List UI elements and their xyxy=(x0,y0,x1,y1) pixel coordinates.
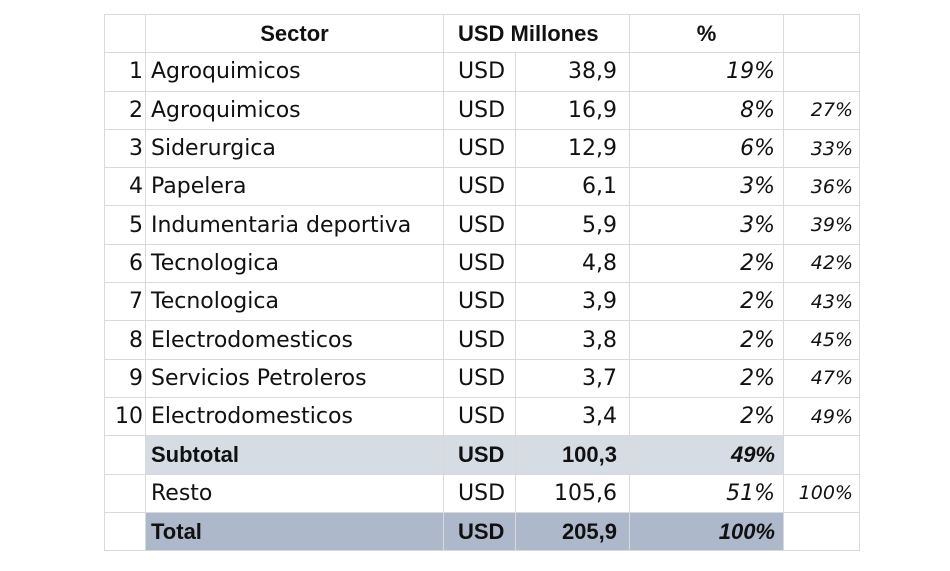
header-pct: % xyxy=(629,13,784,54)
resto-pct: 51% xyxy=(629,473,784,513)
percentage: 2% xyxy=(629,358,784,398)
subtotal-currency: USD xyxy=(443,435,516,475)
table-row: 5 Indumentaria deportiva USD 5,9 3% 39% xyxy=(104,205,860,245)
table-row: 9 Servicios Petroleros USD 3,7 2% 47% xyxy=(104,358,860,398)
currency: USD xyxy=(443,167,516,207)
percentage: 19% xyxy=(629,52,784,92)
sector-table: Sector USD Millones % 1 Agroquimicos USD 38… xyxy=(104,13,860,552)
resto-currency: USD xyxy=(443,473,516,513)
usd-value: 3,4 xyxy=(515,396,630,437)
table-row: 4 Papelera USD 6,1 3% 36% xyxy=(104,167,860,207)
sector-name: Electrodomesticos xyxy=(145,320,444,360)
usd-value: 38,9 xyxy=(515,52,630,92)
cumulative-percentage: 47% xyxy=(783,358,860,398)
header-cum-cell xyxy=(783,13,860,54)
resto-num-cell xyxy=(104,473,146,513)
row-number: 5 xyxy=(104,205,146,245)
row-number: 4 xyxy=(104,167,146,207)
row-number: 8 xyxy=(104,320,146,360)
sector-name: Agroquimicos xyxy=(145,52,444,92)
total-label: Total xyxy=(145,511,444,552)
cumulative-percentage: 45% xyxy=(783,320,860,360)
currency: USD xyxy=(443,243,516,284)
sector-name: Tecnologica xyxy=(145,243,444,284)
row-number: 6 xyxy=(104,243,146,284)
usd-value: 3,7 xyxy=(515,358,630,398)
table-row: 7 Tecnologica USD 3,9 2% 43% xyxy=(104,282,860,322)
total-row: Total USD 205,9 100% xyxy=(104,511,860,552)
percentage: 8% xyxy=(629,90,784,130)
usd-value: 5,9 xyxy=(515,205,630,245)
usd-value: 6,1 xyxy=(515,167,630,207)
currency: USD xyxy=(443,358,516,398)
row-number: 1 xyxy=(104,52,146,92)
table-row: 1 Agroquimicos USD 38,9 19% xyxy=(104,52,860,92)
currency: USD xyxy=(443,52,516,92)
percentage: 2% xyxy=(629,320,784,360)
header-usd-millones: USD Millones xyxy=(443,13,630,54)
subtotal-cum-cell xyxy=(783,435,860,475)
total-pct: 100% xyxy=(629,511,784,552)
percentage: 6% xyxy=(629,128,784,169)
percentage: 2% xyxy=(629,396,784,437)
total-value: 205,9 xyxy=(515,511,630,552)
cumulative-percentage: 27% xyxy=(783,90,860,130)
row-number: 7 xyxy=(104,282,146,322)
total-cum-cell xyxy=(783,511,860,552)
subtotal-value: 100,3 xyxy=(515,435,630,475)
usd-value: 16,9 xyxy=(515,90,630,130)
row-number: 2 xyxy=(104,90,146,130)
currency: USD xyxy=(443,205,516,245)
sector-name: Indumentaria deportiva xyxy=(145,205,444,245)
sector-name: Servicios Petroleros xyxy=(145,358,444,398)
percentage: 2% xyxy=(629,243,784,284)
cumulative-percentage: 43% xyxy=(783,282,860,322)
usd-value: 12,9 xyxy=(515,128,630,169)
cumulative-percentage: 36% xyxy=(783,167,860,207)
sector-name: Siderurgica xyxy=(145,128,444,169)
subtotal-row: Subtotal USD 100,3 49% xyxy=(104,435,860,475)
currency: USD xyxy=(443,90,516,130)
header-num-cell xyxy=(104,13,146,54)
table-row: 3 Siderurgica USD 12,9 6% 33% xyxy=(104,128,860,169)
cumulative-percentage xyxy=(783,52,860,92)
total-num-cell xyxy=(104,511,146,552)
currency: USD xyxy=(443,320,516,360)
row-number: 3 xyxy=(104,128,146,169)
cumulative-percentage: 42% xyxy=(783,243,860,284)
sector-name: Electrodomesticos xyxy=(145,396,444,437)
currency: USD xyxy=(443,128,516,169)
usd-value: 4,8 xyxy=(515,243,630,284)
percentage: 3% xyxy=(629,205,784,245)
usd-value: 3,9 xyxy=(515,282,630,322)
currency: USD xyxy=(443,396,516,437)
currency: USD xyxy=(443,282,516,322)
resto-value: 105,6 xyxy=(515,473,630,513)
sector-name: Agroquimicos xyxy=(145,90,444,130)
resto-label: Resto xyxy=(145,473,444,513)
percentage: 3% xyxy=(629,167,784,207)
resto-cum: 100% xyxy=(783,473,860,513)
header-sector: Sector xyxy=(145,13,444,54)
sector-name: Papelera xyxy=(145,167,444,207)
row-number: 10 xyxy=(104,396,146,437)
cumulative-percentage: 39% xyxy=(783,205,860,245)
sector-name: Tecnologica xyxy=(145,282,444,322)
table-row: 10 Electrodomesticos USD 3,4 2% 49% xyxy=(104,396,860,437)
row-number: 9 xyxy=(104,358,146,398)
cumulative-percentage: 33% xyxy=(783,128,860,169)
header-row: Sector USD Millones % xyxy=(104,13,860,54)
table-row: 6 Tecnologica USD 4,8 2% 42% xyxy=(104,243,860,284)
table-row: 8 Electrodomesticos USD 3,8 2% 45% xyxy=(104,320,860,360)
subtotal-num-cell xyxy=(104,435,146,475)
cumulative-percentage: 49% xyxy=(783,396,860,437)
table-row: 2 Agroquimicos USD 16,9 8% 27% xyxy=(104,90,860,130)
subtotal-label: Subtotal xyxy=(145,435,444,475)
usd-value: 3,8 xyxy=(515,320,630,360)
total-currency: USD xyxy=(443,511,516,552)
subtotal-pct: 49% xyxy=(629,435,784,475)
resto-row: Resto USD 105,6 51% 100% xyxy=(104,473,860,513)
percentage: 2% xyxy=(629,282,784,322)
